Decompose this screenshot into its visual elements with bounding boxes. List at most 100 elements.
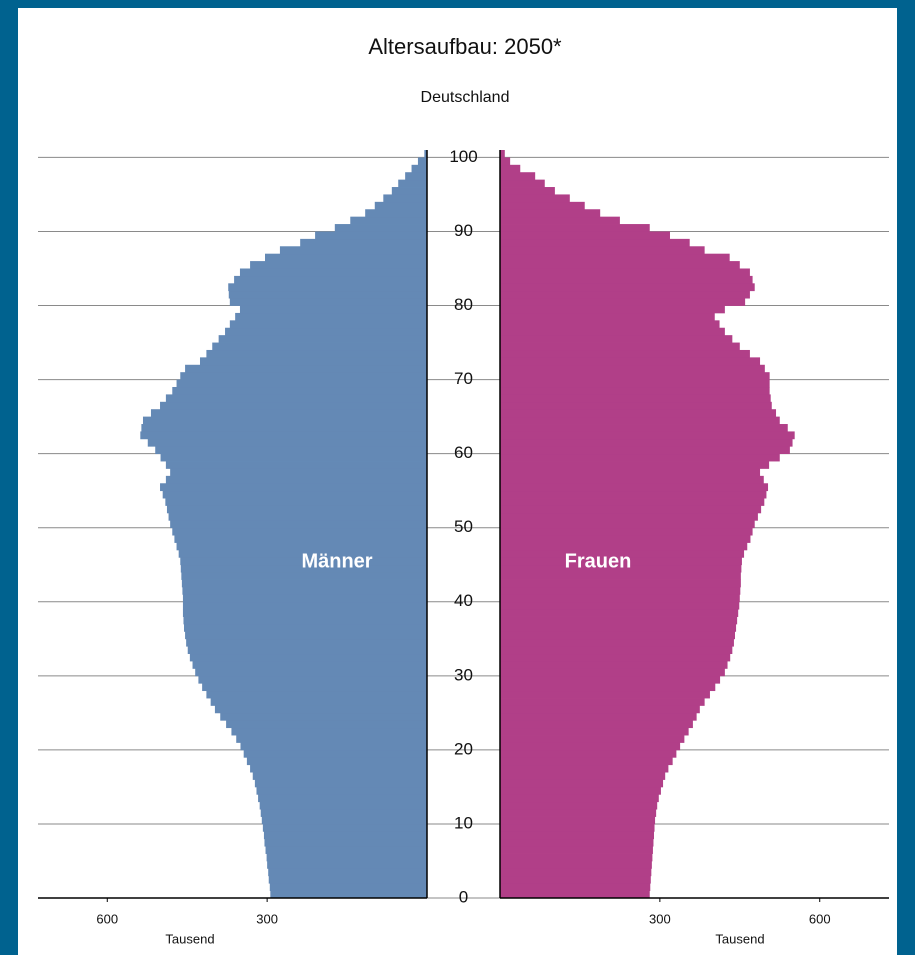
bar xyxy=(500,638,734,647)
bar xyxy=(500,268,750,277)
bar xyxy=(260,809,427,817)
bar xyxy=(500,616,738,625)
bar xyxy=(500,520,755,529)
bar xyxy=(500,846,653,854)
bar xyxy=(500,838,654,847)
bar xyxy=(350,216,427,225)
bar xyxy=(250,261,427,269)
bar xyxy=(160,453,427,462)
bar xyxy=(500,557,742,566)
bar xyxy=(180,372,427,380)
bar xyxy=(250,764,427,773)
bar xyxy=(155,446,427,455)
bar xyxy=(269,883,427,891)
bar xyxy=(199,357,427,366)
bar xyxy=(500,623,737,632)
bar xyxy=(500,875,651,884)
bar xyxy=(254,779,427,788)
bar xyxy=(500,386,770,395)
bar xyxy=(500,468,761,477)
series-label: Frauen xyxy=(565,550,632,572)
bar xyxy=(365,209,427,218)
bar xyxy=(150,409,428,418)
x-tick-label: 600 xyxy=(809,911,831,926)
bar xyxy=(184,623,427,632)
bar xyxy=(500,853,653,862)
bar xyxy=(500,683,716,692)
bar xyxy=(270,890,427,899)
bar xyxy=(500,542,748,551)
bar xyxy=(500,675,721,684)
bar xyxy=(500,483,769,492)
bar xyxy=(259,801,427,810)
bar xyxy=(500,246,705,255)
bar xyxy=(500,712,697,721)
bar xyxy=(500,512,758,521)
bar xyxy=(500,157,511,166)
bar xyxy=(229,298,427,306)
bar xyxy=(170,468,427,477)
x-tick-label: 300 xyxy=(256,911,278,926)
bar xyxy=(243,749,427,758)
bar xyxy=(186,638,427,647)
x-tick-label: 600 xyxy=(96,911,118,926)
bar xyxy=(500,594,740,603)
bar xyxy=(165,475,427,484)
bar xyxy=(500,150,505,158)
bar xyxy=(165,394,427,403)
bar xyxy=(500,379,770,388)
bar xyxy=(234,275,427,284)
bar xyxy=(165,461,427,469)
bar xyxy=(500,275,753,284)
bar xyxy=(166,505,427,514)
bar xyxy=(225,327,427,336)
bar xyxy=(172,527,427,536)
bar xyxy=(500,372,770,380)
bar xyxy=(315,231,427,240)
y-tick-label: 50 xyxy=(454,517,473,536)
bar xyxy=(500,890,650,899)
bar xyxy=(181,579,427,588)
bar xyxy=(182,594,427,603)
bar xyxy=(180,557,427,566)
bar xyxy=(246,757,427,766)
y-tick-label: 70 xyxy=(454,369,473,388)
bar xyxy=(189,653,427,662)
bar xyxy=(198,675,427,684)
bar xyxy=(500,794,659,803)
bar xyxy=(383,194,427,203)
bar xyxy=(500,527,753,536)
bar xyxy=(417,157,427,166)
bar xyxy=(182,586,427,595)
bar xyxy=(500,735,685,743)
bar xyxy=(500,801,658,810)
bar xyxy=(500,779,664,788)
bar xyxy=(202,683,427,692)
bar xyxy=(405,172,427,181)
bar xyxy=(374,201,427,210)
bar xyxy=(206,349,427,358)
bar xyxy=(165,498,427,506)
bar xyxy=(500,727,689,736)
bar xyxy=(279,246,427,255)
bar xyxy=(239,268,427,277)
y-tick-label: 10 xyxy=(454,813,473,832)
bar xyxy=(180,564,427,573)
bar xyxy=(500,579,741,588)
bar xyxy=(391,187,427,195)
bar xyxy=(214,705,427,714)
chart-subtitle: Deutschland xyxy=(421,89,510,106)
bar xyxy=(500,453,780,462)
bar xyxy=(500,164,521,173)
bar xyxy=(500,572,741,580)
bar xyxy=(500,661,728,669)
bar xyxy=(172,386,427,395)
bar xyxy=(147,438,428,447)
bar xyxy=(261,816,427,825)
bar xyxy=(218,335,427,343)
bar xyxy=(500,312,715,321)
bar xyxy=(195,668,427,677)
bar xyxy=(252,772,427,780)
bar xyxy=(500,216,620,225)
